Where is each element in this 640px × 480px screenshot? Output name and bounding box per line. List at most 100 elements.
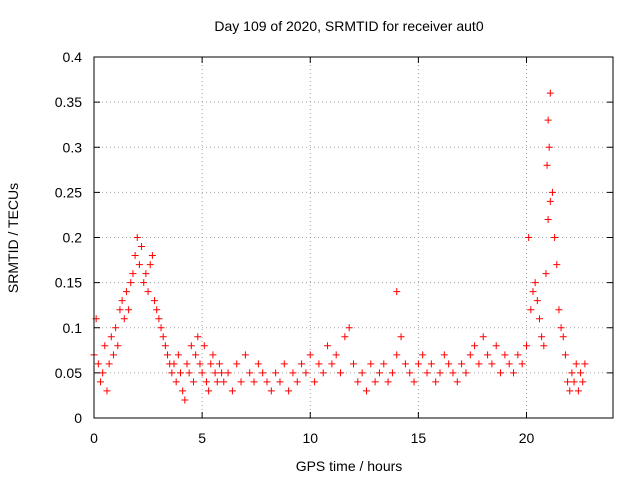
data-point (142, 270, 150, 278)
data-point (302, 369, 310, 377)
data-point (224, 369, 232, 377)
data-point (155, 315, 163, 323)
data-point (187, 342, 195, 350)
data-point (109, 351, 117, 359)
data-point (218, 369, 226, 377)
data-point (289, 369, 297, 377)
data-point (181, 396, 189, 404)
data-point (153, 306, 161, 314)
y-tick-label: 0 (74, 410, 82, 426)
data-point (250, 378, 258, 386)
data-point (267, 387, 275, 395)
data-point (561, 351, 569, 359)
data-point (138, 243, 146, 251)
data-point (380, 360, 388, 368)
data-point (488, 360, 496, 368)
data-point (276, 378, 284, 386)
data-point (170, 360, 178, 368)
data-point (542, 270, 550, 278)
data-point (505, 360, 513, 368)
data-point (568, 369, 576, 377)
data-point (371, 378, 379, 386)
data-point (581, 360, 589, 368)
data-point (538, 333, 546, 341)
data-point (148, 252, 156, 260)
data-point (501, 351, 509, 359)
data-point (475, 360, 483, 368)
data-point (362, 387, 370, 395)
data-point (189, 378, 197, 386)
data-point (445, 360, 453, 368)
data-point (406, 369, 414, 377)
data-point (122, 288, 130, 296)
data-point (337, 369, 345, 377)
x-tick-labels: 0 5 10 15 20 (90, 430, 534, 446)
data-point (120, 315, 128, 323)
data-point (213, 378, 221, 386)
data-point (551, 234, 559, 241)
data-point (192, 351, 200, 359)
data-point (125, 306, 133, 314)
data-point (177, 369, 184, 377)
data-point (285, 387, 293, 395)
data-point (198, 369, 206, 377)
data-point (393, 351, 401, 359)
y-tick-label: 0.25 (55, 184, 82, 200)
data-point (328, 360, 336, 368)
data-point (164, 351, 172, 359)
data-point (174, 351, 182, 359)
data-point (518, 360, 526, 368)
data-point (135, 261, 143, 269)
data-point (259, 369, 267, 377)
data-point (440, 351, 448, 359)
data-point (545, 143, 553, 151)
data-point (436, 369, 444, 377)
data-point (101, 342, 109, 350)
data-point (533, 297, 541, 305)
data-point (131, 252, 139, 260)
data-point (555, 306, 563, 314)
x-tick-label: 15 (411, 430, 427, 446)
data-point (157, 324, 165, 332)
data-point (205, 387, 213, 395)
data-point (183, 360, 191, 368)
y-tick-label: 0.2 (63, 230, 83, 246)
data-point (209, 351, 217, 359)
data-point (319, 369, 327, 377)
data-point (432, 378, 440, 386)
data-point (254, 360, 262, 368)
data-point (144, 288, 152, 296)
data-point (272, 369, 280, 377)
data-point (105, 360, 113, 368)
x-tick-label: 10 (302, 430, 318, 446)
data-point (427, 360, 435, 368)
data-point (211, 369, 219, 377)
data-point (345, 324, 353, 332)
data-point (543, 161, 551, 169)
data-point (358, 369, 366, 377)
data-point (306, 351, 314, 359)
data-point (572, 360, 580, 368)
data-point (514, 351, 522, 359)
data-point (332, 351, 340, 359)
data-point (246, 369, 254, 377)
data-point (540, 342, 548, 350)
data-point (168, 369, 176, 377)
y-tick-label: 0.3 (63, 139, 83, 155)
data-point (546, 89, 554, 97)
data-point (202, 378, 210, 386)
y-tick-labels: 0 0.05 0.1 0.15 0.2 0.25 0.3 0.35 0.4 (55, 49, 82, 426)
data-point (529, 288, 537, 296)
data-point (384, 378, 392, 386)
y-axis-label: SRMTID / TECUs (5, 183, 21, 293)
data-point (293, 378, 301, 386)
data-point (116, 306, 124, 314)
data-point (94, 360, 102, 368)
data-point (393, 288, 401, 296)
data-point (466, 351, 474, 359)
data-point (220, 378, 228, 386)
data-point (527, 306, 535, 314)
data-point (449, 369, 457, 377)
data-point (574, 387, 582, 395)
